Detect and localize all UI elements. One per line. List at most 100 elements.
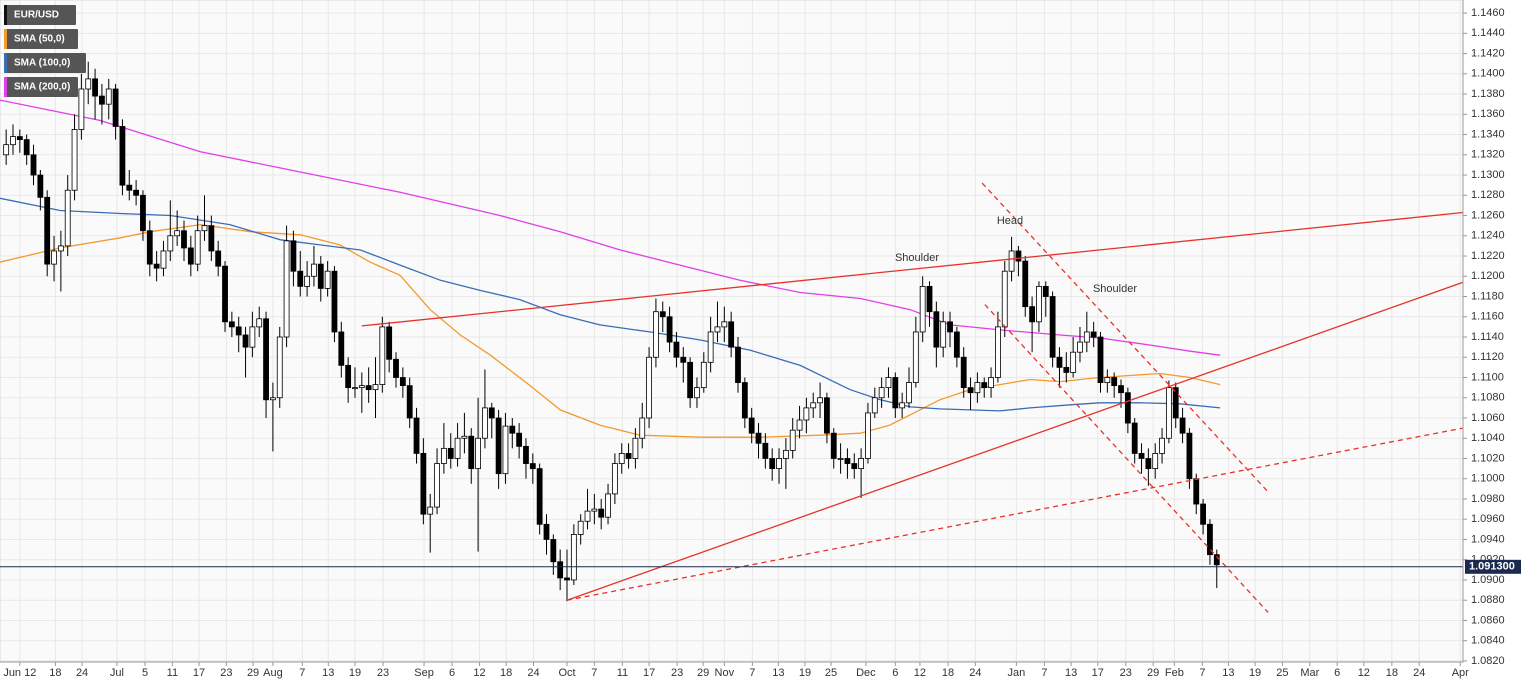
y-tick-label: 1.1120 bbox=[1471, 351, 1504, 363]
y-tick-label: 1.0880 bbox=[1471, 594, 1505, 606]
candle-body bbox=[940, 321, 947, 348]
candle-body bbox=[953, 331, 960, 358]
candle-body bbox=[1104, 377, 1111, 383]
x-tick-label: 24 bbox=[76, 667, 88, 679]
candle-body bbox=[1200, 503, 1206, 525]
candle-body bbox=[885, 377, 892, 389]
candle-body bbox=[782, 449, 789, 459]
trend-line bbox=[566, 427, 1463, 601]
x-tick-label: 24 bbox=[969, 667, 981, 679]
candle-body bbox=[605, 493, 611, 518]
candle-body bbox=[748, 417, 755, 434]
candle-body bbox=[447, 447, 454, 459]
x-tick-label: 13 bbox=[1065, 667, 1077, 679]
candle-body bbox=[57, 245, 64, 252]
candle-body bbox=[30, 154, 37, 176]
candle-body bbox=[1022, 260, 1029, 308]
x-tick-label: 6 bbox=[449, 667, 455, 679]
candle-body bbox=[270, 397, 276, 401]
x-tick-label: 25 bbox=[825, 667, 837, 679]
candle-body bbox=[146, 230, 153, 265]
candle-body bbox=[1152, 453, 1159, 470]
candle-body bbox=[639, 417, 646, 439]
candle-body bbox=[851, 463, 858, 470]
legend-label: EUR/USD bbox=[14, 10, 59, 21]
y-tick-label: 1.1060 bbox=[1471, 412, 1505, 424]
candle-body bbox=[297, 270, 304, 287]
candle-body bbox=[126, 184, 133, 191]
candle-body bbox=[427, 506, 434, 515]
candle-body bbox=[153, 263, 160, 269]
candle-body bbox=[1083, 331, 1090, 343]
candle-body bbox=[1090, 331, 1097, 338]
legend-swatch bbox=[4, 77, 7, 97]
candle-body bbox=[112, 88, 119, 127]
pattern-annotation: Shoulder bbox=[895, 252, 939, 264]
legend-box bbox=[4, 77, 78, 97]
candle-body bbox=[413, 417, 420, 454]
candle-body bbox=[263, 318, 269, 401]
x-tick-label: 7 bbox=[1199, 667, 1205, 679]
x-tick-label: 18 bbox=[1386, 667, 1398, 679]
candle-body bbox=[680, 356, 687, 363]
candle-body bbox=[338, 331, 345, 366]
candle-body bbox=[461, 435, 468, 439]
candle-body bbox=[803, 407, 810, 421]
candle-body bbox=[824, 397, 830, 434]
candle-body bbox=[215, 250, 222, 267]
pattern-annotation: Head bbox=[997, 215, 1023, 227]
candle-body bbox=[71, 129, 78, 191]
candle-body bbox=[488, 407, 495, 419]
legend-swatch bbox=[4, 5, 7, 25]
candle-body bbox=[591, 508, 598, 512]
candle-body bbox=[256, 318, 263, 328]
x-tick-label: 25 bbox=[1276, 667, 1288, 679]
candle-body bbox=[906, 382, 912, 404]
candle-body bbox=[1015, 250, 1022, 262]
candle-body bbox=[714, 326, 721, 333]
x-tick-label: 12 bbox=[473, 667, 485, 679]
y-tick-label: 1.0840 bbox=[1471, 635, 1505, 647]
x-tick-label: Feb bbox=[1165, 667, 1184, 679]
candle-body bbox=[1063, 366, 1070, 373]
legend-label: SMA (200,0) bbox=[14, 82, 70, 93]
candle-body bbox=[523, 445, 529, 464]
candle-body bbox=[228, 321, 235, 328]
candle-body bbox=[1159, 437, 1165, 454]
x-tick-label: 17 bbox=[193, 667, 205, 679]
x-tick-label: 6 bbox=[892, 667, 898, 679]
candle-body bbox=[543, 523, 550, 540]
x-tick-label: 13 bbox=[1222, 667, 1234, 679]
candle-body bbox=[912, 331, 919, 383]
candle-body bbox=[379, 326, 386, 385]
candle-body bbox=[174, 230, 181, 237]
x-tick-label: Mar bbox=[1300, 667, 1319, 679]
x-tick-label: 17 bbox=[643, 667, 655, 679]
candle-body bbox=[550, 539, 557, 563]
candle-body bbox=[208, 225, 215, 252]
x-tick-label: 23 bbox=[377, 667, 389, 679]
y-tick-label: 1.1220 bbox=[1471, 250, 1505, 262]
legend: EUR/USD SMA (50,0) SMA (100,0) SMA (200,0) bbox=[4, 5, 86, 97]
candle-body bbox=[222, 265, 228, 323]
candle-body bbox=[99, 95, 105, 105]
x-tick-label: 23 bbox=[1120, 667, 1132, 679]
candle-body bbox=[858, 458, 865, 470]
candle-body bbox=[871, 397, 878, 414]
candle-body bbox=[276, 336, 283, 399]
candle-body bbox=[899, 402, 906, 409]
candle-body bbox=[817, 397, 823, 404]
candle-body bbox=[584, 510, 591, 522]
legend-swatch bbox=[4, 29, 7, 49]
x-tick-label: 7 bbox=[749, 667, 755, 679]
candle-body bbox=[707, 331, 714, 363]
x-tick-label: 7 bbox=[591, 667, 597, 679]
candle-body bbox=[1124, 392, 1131, 424]
candle-body bbox=[1077, 341, 1083, 353]
x-tick-label: 12 bbox=[914, 667, 926, 679]
y-tick-label: 1.0960 bbox=[1471, 513, 1505, 525]
candle-body bbox=[735, 346, 741, 383]
y-tick-label: 1.0900 bbox=[1471, 574, 1505, 586]
candle-body bbox=[51, 250, 57, 265]
candle-body bbox=[1186, 432, 1193, 480]
